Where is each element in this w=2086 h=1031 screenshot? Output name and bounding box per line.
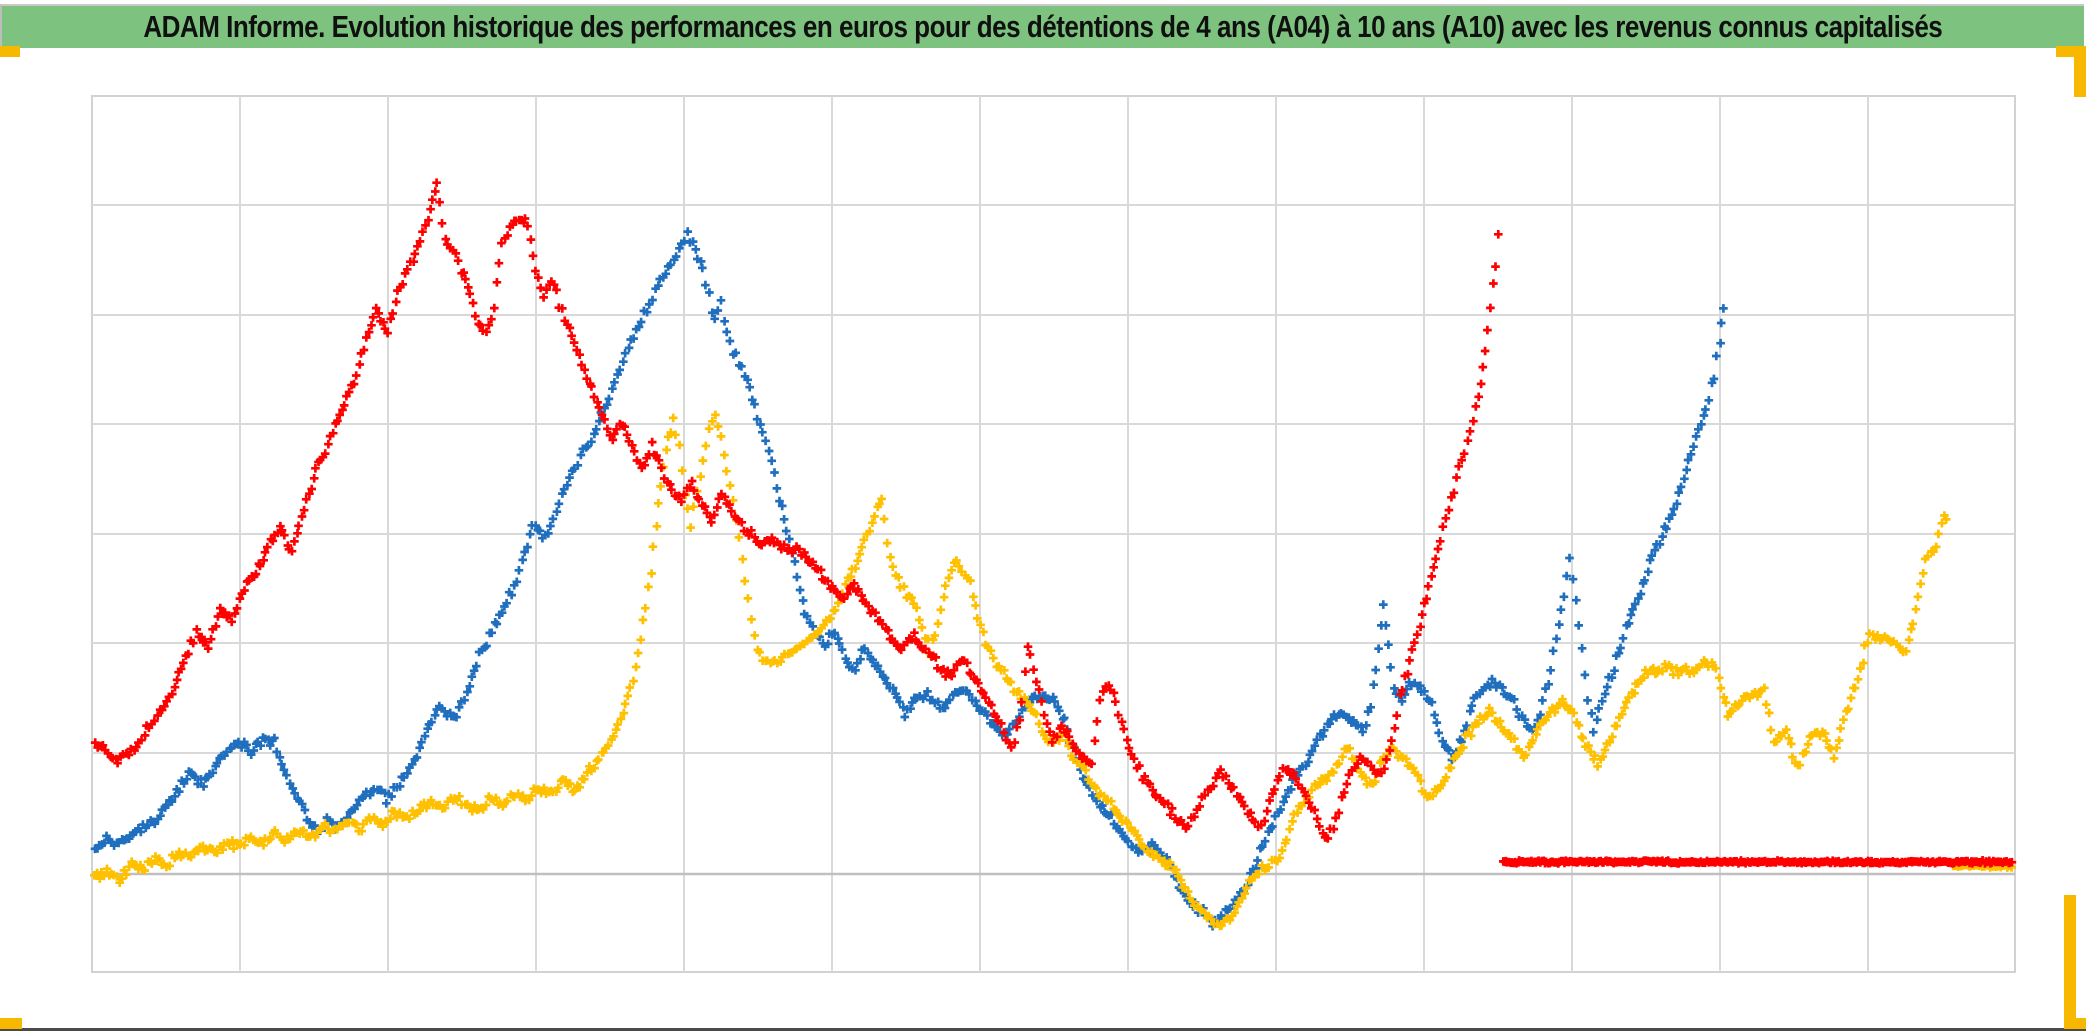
selection-handle-top-right-v-icon — [2074, 46, 2086, 97]
gold-series — [90, 410, 2016, 931]
selection-handle-bottom-right-h-icon — [2064, 1018, 2086, 1029]
selection-handle-bottom-left-icon — [0, 1018, 22, 1029]
red-series — [90, 178, 2017, 868]
selection-handle-top-right-h-icon — [2056, 46, 2086, 57]
blue-series — [90, 227, 1728, 931]
title-banner: ADAM Informe. Evolution historique des p… — [0, 4, 2084, 48]
selection-handle-bottom-right-v-icon — [2064, 895, 2076, 1029]
page-title: ADAM Informe. Evolution historique des p… — [143, 9, 1943, 44]
bottom-border-line — [0, 1028, 2086, 1031]
selection-handle-top-left-icon — [0, 46, 20, 57]
